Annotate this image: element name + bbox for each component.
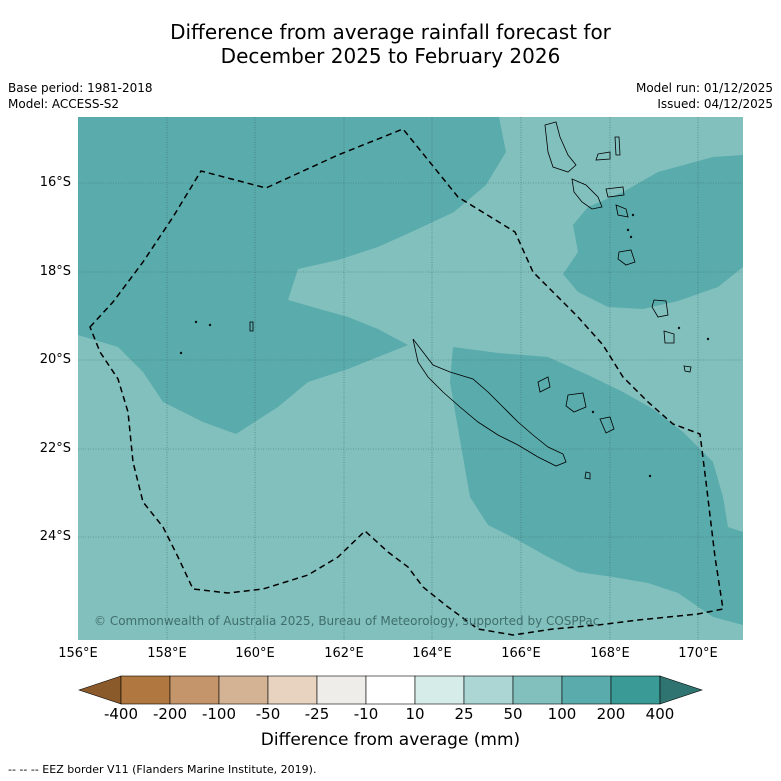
colorbar-tick-0: -400 — [103, 705, 139, 723]
land — [179, 121, 710, 480]
colorbar-cell-7 — [414, 675, 465, 705]
islet-6 — [648, 474, 652, 478]
islet-1 — [194, 320, 198, 324]
colorbar-tick-3: -50 — [255, 705, 281, 723]
lat-label-18s: 18°S — [39, 264, 71, 279]
colorbar-label: Difference from average (mm) — [260, 730, 521, 750]
islet-3 — [179, 351, 183, 355]
colorbar-tick-11: 400 — [645, 705, 675, 723]
colorbar-tick-9: 100 — [547, 705, 577, 723]
graticule — [78, 117, 743, 640]
colorbar-cell-8 — [463, 675, 514, 705]
chart-title: Difference from average rainfall forecas… — [0, 20, 781, 68]
colorbar-tick-4: -25 — [304, 705, 330, 723]
island-vanuatu-efate — [617, 249, 636, 266]
lat-label-20s: 20°S — [39, 352, 71, 367]
islet-8 — [631, 213, 635, 217]
copyright-notice: © Commonwealth of Australia 2025, Bureau… — [94, 614, 600, 628]
base-period: Base period: 1981-2018 — [8, 81, 153, 95]
island-vanuatu-ambrym — [615, 204, 629, 218]
colorbar-tick-10: 200 — [596, 705, 626, 723]
title-line-2: December 2025 to February 2026 — [220, 44, 561, 68]
colorbar-cell-1 — [120, 675, 171, 705]
rainfall-map — [78, 117, 743, 640]
island-loyalty-1 — [537, 376, 551, 393]
lon-label-166e: 166°E — [501, 646, 541, 661]
lat-label-16s: 16°S — [39, 175, 71, 190]
colorbar-cell-9 — [512, 675, 563, 705]
colorbar-tick-2: -100 — [201, 705, 237, 723]
island-vanuatu-malekula — [571, 178, 603, 210]
lon-label-158e: 158°E — [147, 646, 187, 661]
island-new-caledonia — [412, 338, 567, 467]
islet-5 — [677, 326, 681, 330]
island-vanuatu-aneityum — [683, 365, 692, 373]
lon-label-156e: 156°E — [58, 646, 98, 661]
issued-date: Issued: 04/12/2025 — [657, 97, 773, 111]
colorbar-extend-low — [78, 675, 122, 705]
islet-7 — [591, 410, 595, 414]
islet-9 — [626, 228, 630, 232]
title-line-1: Difference from average rainfall forecas… — [170, 20, 611, 44]
islet-10 — [629, 235, 633, 239]
meta-left: Base period: 1981-2018 Model: ACCESS-S2 — [8, 80, 153, 112]
island-loyalty-2 — [565, 392, 587, 413]
islet-2 — [208, 323, 212, 327]
colorbar-cell-11 — [610, 675, 661, 705]
colorbar — [78, 675, 703, 705]
lat-label-24s: 24°S — [39, 529, 71, 544]
map-svg — [78, 117, 743, 640]
lon-label-162e: 162°E — [324, 646, 364, 661]
colorbar-cell-10 — [561, 675, 612, 705]
lon-label-170e: 170°E — [678, 646, 718, 661]
colorbar-tick-6: 10 — [405, 705, 425, 723]
islet-fern — [584, 471, 591, 480]
colorbar-extend-high — [659, 675, 703, 705]
lon-label-168e: 168°E — [590, 646, 630, 661]
colorbar-cells — [78, 675, 703, 705]
colorbar-tick-8: 50 — [503, 705, 523, 723]
meta-right: Model run: 01/12/2025 Issued: 04/12/2025 — [636, 80, 773, 112]
lat-label-22s: 22°S — [39, 441, 71, 456]
colorbar-cell-6 — [365, 675, 416, 705]
colorbar-tick-1: -200 — [152, 705, 188, 723]
colorbar-cell-4 — [267, 675, 318, 705]
colorbar-cell-2 — [169, 675, 220, 705]
lon-label-160e: 160°E — [235, 646, 275, 661]
island-vanuatu-pentecost — [605, 186, 625, 198]
model-run: Model run: 01/12/2025 — [635, 81, 773, 95]
island-vanuatu-maewo — [614, 136, 621, 156]
island-vanuatu-malo — [595, 151, 611, 161]
eez-legend-footnote: -- -- -- EEZ border V11 (Flanders Marine… — [8, 763, 317, 776]
island-vanuatu-erromango — [651, 299, 669, 318]
island-vanuatu-espiritu — [544, 121, 577, 173]
model-name: Model: ACCESS-S2 — [8, 97, 120, 111]
colorbar-cell-3 — [218, 675, 269, 705]
colorbar-tick-5: -10 — [353, 705, 379, 723]
islet-4 — [706, 337, 710, 341]
island-vanuatu-tanna — [663, 330, 675, 344]
region-100-200-south — [450, 347, 743, 625]
islet-west-1 — [249, 321, 254, 332]
colorbar-cell-5 — [316, 675, 367, 705]
eez-border — [89, 128, 724, 636]
lon-label-164e: 164°E — [412, 646, 452, 661]
island-loyalty-3 — [599, 416, 615, 434]
colorbar-tick-7: 25 — [454, 705, 474, 723]
